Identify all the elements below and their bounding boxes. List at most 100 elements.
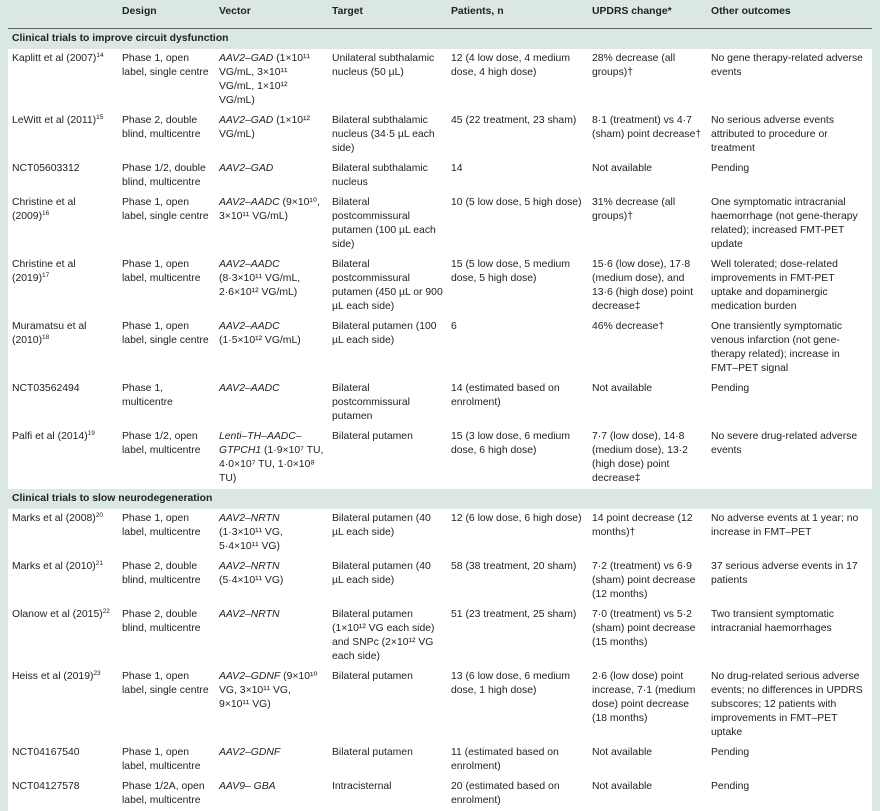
updrs-change-cell: 7·2 (treatment) vs 6·9 (sham) point decr… <box>588 557 707 605</box>
updrs-change-cell: 46% decrease† <box>588 317 707 379</box>
reference-number: 19 <box>87 430 95 437</box>
other-outcomes-cell: No gene therapy-related adverse events <box>707 49 872 111</box>
reference-number: 21 <box>95 560 103 567</box>
table-row: Christine et al (2019)17 Phase 1, open la… <box>8 255 872 317</box>
study-cell: Christine et al (2009)16 <box>8 193 118 255</box>
patients-cell: 10 (5 low dose, 5 high dose) <box>447 193 588 255</box>
design-cell: Phase 1, open label, multicentre <box>118 255 215 317</box>
study-name: NCT05603312 <box>12 163 80 174</box>
vector-cell: Lenti–TH–AADC–GTPCH1 (1·9×10⁷ TU, 4·0×10… <box>215 427 328 489</box>
patients-cell: 11 (estimated based on enrolment) <box>447 743 588 777</box>
vector-cell: AAV2–AADC (1·5×10¹² VG/mL) <box>215 317 328 379</box>
vector-name: AAV2–GDNF <box>219 747 281 758</box>
updrs-change-cell: 15·6 (low dose), 17·8 (medium dose), and… <box>588 255 707 317</box>
other-outcomes-cell: Pending <box>707 777 872 811</box>
target-cell: Bilateral putamen (40 µL each side) <box>328 557 447 605</box>
vector-dose: (1×10¹² VG/mL) <box>219 115 310 140</box>
updrs-change-cell: Not available <box>588 777 707 811</box>
reference-number: 23 <box>93 670 101 677</box>
table-row: LeWitt et al (2011)15 Phase 2, double bli… <box>8 111 872 159</box>
vector-cell: AAV2–AADC (9×10¹⁰, 3×10¹¹ VG/mL) <box>215 193 328 255</box>
updrs-change-cell: 28% decrease (all groups)† <box>588 49 707 111</box>
updrs-change-cell: 8·1 (treatment) vs 4·7 (sham) point decr… <box>588 111 707 159</box>
study-name: Marks et al (2010) <box>12 561 96 572</box>
updrs-change-cell: 7·7 (low dose), 14·8 (medium dose), 13·2… <box>588 427 707 489</box>
other-outcomes-cell: One transiently symptomatic venous infar… <box>707 317 872 379</box>
patients-cell: 14 <box>447 159 588 193</box>
study-cell: Christine et al (2019)17 <box>8 255 118 317</box>
updrs-change-cell: 31% decrease (all groups)† <box>588 193 707 255</box>
study-cell: LeWitt et al (2011)15 <box>8 111 118 159</box>
target-cell: Bilateral putamen <box>328 427 447 489</box>
target-cell: Bilateral putamen (1×10¹² VG each side) … <box>328 605 447 667</box>
other-outcomes-cell: Two transient symptomatic intracranial h… <box>707 605 872 667</box>
vector-name: AAV2–AADC <box>219 321 280 332</box>
vector-dose: (9×10¹⁰, 3×10¹¹ VG/mL) <box>219 197 320 222</box>
table-row: Marks et al (2010)21 Phase 2, double blin… <box>8 557 872 605</box>
patients-cell: 6 <box>447 317 588 379</box>
study-name: Marks et al (2008) <box>12 513 96 524</box>
study-cell: Muramatsu et al (2010)18 <box>8 317 118 379</box>
study-name: Christine et al (2019) <box>12 259 76 284</box>
study-cell: Olanow et al (2015)22 <box>8 605 118 667</box>
vector-dose: (8·3×10¹¹ VG/mL, 2·6×10¹² VG/mL) <box>219 273 301 298</box>
study-cell: Palfi et al (2014)19 <box>8 427 118 489</box>
vector-cell: AAV2–NRTN (1·3×10¹¹ VG, 5·4×10¹¹ VG) <box>215 509 328 557</box>
header-vector: Vector <box>215 0 328 29</box>
design-cell: Phase 2, double blind, multicentre <box>118 605 215 667</box>
study-cell: Heiss et al (2019)23 <box>8 667 118 743</box>
vector-cell: AAV9– GBA <box>215 777 328 811</box>
vector-cell: AAV2–GAD <box>215 159 328 193</box>
header-target: Target <box>328 0 447 29</box>
patients-cell: 14 (estimated based on enrolment) <box>447 379 588 427</box>
study-cell: Marks et al (2008)20 <box>8 509 118 557</box>
target-cell: Bilateral putamen <box>328 667 447 743</box>
table-row: Heiss et al (2019)23 Phase 1, open label,… <box>8 667 872 743</box>
design-cell: Phase 1, open label, single centre <box>118 49 215 111</box>
vector-dose: (9×10¹⁰ VG, 3×10¹¹ VG, 9×10¹¹ VG) <box>219 671 318 710</box>
design-cell: Phase 1/2, open label, multicentre <box>118 427 215 489</box>
vector-name: AAV2–GAD <box>219 163 274 174</box>
target-cell: Bilateral postcommissural putamen (100 µ… <box>328 193 447 255</box>
updrs-change-cell: Not available <box>588 743 707 777</box>
study-name: Kaplitt et al (2007) <box>12 53 97 64</box>
study-cell: NCT04167540 <box>8 743 118 777</box>
vector-name: AAV2–GAD <box>219 115 274 126</box>
vector-name: AAV2–GDNF <box>219 671 281 682</box>
vector-name: AAV2–NRTN <box>219 561 280 572</box>
patients-cell: 20 (estimated based on enrolment) <box>447 777 588 811</box>
patients-cell: 45 (22 treatment, 23 sham) <box>447 111 588 159</box>
patients-cell: 15 (5 low dose, 5 medium dose, 5 high do… <box>447 255 588 317</box>
other-outcomes-cell: No severe drug-related adverse events <box>707 427 872 489</box>
vector-name: Lenti–TH–AADC–GTPCH1 <box>219 431 302 456</box>
table-row: Olanow et al (2015)22 Phase 2, double bli… <box>8 605 872 667</box>
vector-cell: AAV2–AADC <box>215 379 328 427</box>
table-row: Christine et al (2009)16 Phase 1, open la… <box>8 193 872 255</box>
reference-number: 15 <box>96 114 104 121</box>
updrs-change-cell: 2·6 (low dose) point increase, 7·1 (medi… <box>588 667 707 743</box>
updrs-change-cell: 14 point decrease (12 months)† <box>588 509 707 557</box>
patients-cell: 58 (38 treatment, 20 sham) <box>447 557 588 605</box>
study-name: NCT04127578 <box>12 781 80 792</box>
section-title: Clinical trials to improve circuit dysfu… <box>8 28 872 49</box>
design-cell: Phase 1, open label, multicentre <box>118 509 215 557</box>
table-row: Marks et al (2008)20 Phase 1, open label,… <box>8 509 872 557</box>
target-cell: Bilateral postcommissural putamen <box>328 379 447 427</box>
target-cell: Intracisternal <box>328 777 447 811</box>
other-outcomes-cell: Pending <box>707 743 872 777</box>
design-cell: Phase 1, open label, single centre <box>118 317 215 379</box>
study-cell: NCT03562494 <box>8 379 118 427</box>
other-outcomes-cell: 37 serious adverse events in 17 patients <box>707 557 872 605</box>
reference-number: 22 <box>102 608 110 615</box>
table-row: Kaplitt et al (2007)14 Phase 1, open labe… <box>8 49 872 111</box>
vector-dose: (5·4×10¹¹ VG) <box>219 575 284 586</box>
table-row: NCT05603312 Phase 1/2, double blind, mult… <box>8 159 872 193</box>
patients-cell: 12 (6 low dose, 6 high dose) <box>447 509 588 557</box>
reference-number: 14 <box>96 52 104 59</box>
design-cell: Phase 2, double blind, multicentre <box>118 557 215 605</box>
table-row: Muramatsu et al (2010)18 Phase 1, open la… <box>8 317 872 379</box>
vector-name: AAV2–AADC <box>219 383 280 394</box>
updrs-change-cell: Not available <box>588 379 707 427</box>
target-cell: Bilateral subthalamic nucleus <box>328 159 447 193</box>
updrs-change-cell: 7·0 (treatment) vs 5·2 (sham) point decr… <box>588 605 707 667</box>
